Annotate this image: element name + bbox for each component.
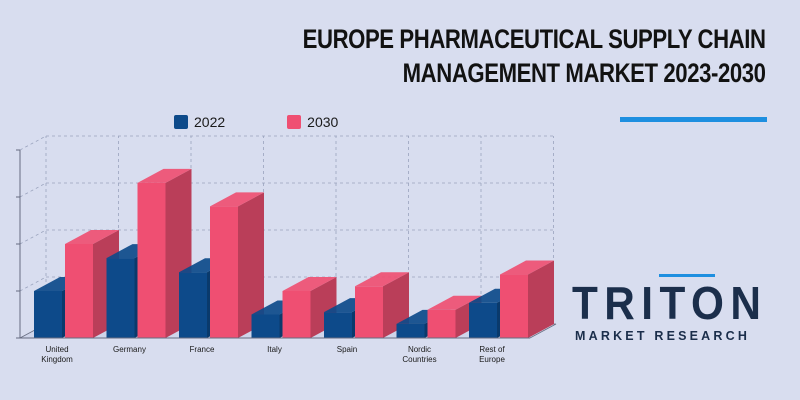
bar-2022-4-front (324, 312, 352, 338)
x-tick-label: France (190, 345, 215, 354)
accent-line (620, 117, 767, 122)
triton-logo: TRITON MARKET RESEARCH (572, 274, 762, 344)
x-tick-label: Rest of Europe (479, 345, 505, 364)
x-tick-label: United Kingdom (41, 345, 73, 364)
bar-2030-1-top (137, 168, 192, 183)
bar-2030-4-front (355, 286, 383, 338)
x-tick-label: Spain (337, 345, 357, 354)
x-tick-label-line: France (190, 345, 215, 354)
bar-2030-6-side (528, 260, 554, 338)
chart-title-line-2: MANAGEMENT MARKET 2023-2030 (403, 58, 766, 88)
gridline-side (19, 182, 47, 198)
bar-2030-2-side (238, 192, 264, 338)
gridline-side (19, 276, 47, 292)
x-tick-label-line: Europe (479, 355, 505, 364)
bar-chart: United Kingdom Germany France Italy Spain Nord… (16, 135, 557, 364)
bar-2030-3-front (282, 291, 311, 338)
legend-item-2022: 2022 (174, 114, 225, 130)
bar-2022-5-front (396, 323, 425, 338)
bar-2030-1-front (137, 182, 166, 338)
gridline-side (19, 229, 47, 245)
bar-2022-0-front (34, 291, 62, 338)
bar-2022-2-front (179, 272, 207, 338)
bar-2030-0-top (65, 230, 119, 244)
legend-label-2030: 2030 (307, 114, 339, 130)
x-tick-label-line: Italy (267, 345, 282, 354)
bar-2030-4-top (355, 272, 409, 287)
x-tick-label-line: Nordic (408, 345, 431, 354)
x-tick-label-line: Countries (402, 355, 436, 364)
logo-subtitle: MARKET RESEARCH (575, 329, 751, 343)
bar-2022-1-front (106, 258, 135, 338)
bar-2030-3-top (282, 277, 337, 291)
bar-2030-5-top (427, 295, 482, 310)
x-tick-label: Germany (113, 345, 146, 354)
legend-label-2022: 2022 (194, 114, 226, 130)
legend-swatch-2030 (287, 115, 302, 129)
bar-2022-3-front (251, 314, 280, 338)
chart-legend: 2022 2030 (174, 114, 400, 130)
bar-2030-5-front (427, 309, 456, 338)
bar-2022-6-front (469, 302, 497, 338)
bar-2030-6-top (500, 260, 554, 275)
x-tick-label: Nordic Countries (402, 345, 436, 364)
bar-2030-2-top (210, 192, 264, 207)
gridline-side (19, 135, 47, 151)
x-tick-label-line: Kingdom (41, 355, 73, 364)
logo-wordmark: TRITON (572, 277, 768, 329)
logo-mark-icon (659, 274, 715, 277)
legend-swatch-2022 (174, 115, 188, 129)
bar-2030-6-front (500, 274, 528, 338)
x-tick-label-line: United (45, 345, 68, 354)
legend-item-2030: 2030 (287, 114, 338, 130)
x-tick-label: Italy (267, 345, 282, 354)
x-tick-label-line: Germany (113, 345, 146, 354)
bar-2030-0-front (65, 244, 93, 338)
x-tick-label-line: Rest of (479, 345, 505, 354)
chart-title: EUROPE PHARMACEUTICAL SUPPLY CHAIN MANAG… (303, 22, 766, 90)
x-tick-label-line: Spain (337, 345, 357, 354)
bar-2030-2-front (210, 206, 238, 338)
chart-title-line-1: EUROPE PHARMACEUTICAL SUPPLY CHAIN (303, 24, 766, 54)
